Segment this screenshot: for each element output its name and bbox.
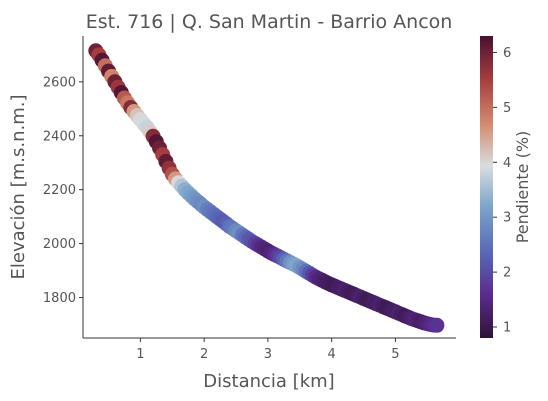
y-ticks: 1800 2000 2200 2400 2600 — [43, 75, 83, 306]
colorbar-tick-label: 6 — [503, 46, 511, 61]
y-axis-label: Elevación [m.s.n.m.] — [8, 95, 29, 280]
data-point — [429, 317, 445, 333]
colorbar-tick-label: 1 — [503, 321, 511, 336]
x-tick-label: 2 — [200, 347, 208, 362]
colorbar-tick-label: 2 — [503, 266, 511, 281]
scatter-points — [88, 43, 445, 333]
x-tick-label: 3 — [264, 347, 272, 362]
y-tick-label: 2000 — [43, 237, 76, 252]
x-tick-label: 4 — [328, 347, 336, 362]
colorbar-label: Pendiente (%) — [513, 131, 532, 244]
x-tick-label: 1 — [136, 347, 144, 362]
colorbar-tick-label: 5 — [503, 101, 511, 116]
colorbar — [480, 36, 493, 338]
chart-title: Est. 716 | Q. San Martin - Barrio Ancon — [86, 11, 453, 33]
y-tick-label: 2400 — [43, 129, 76, 144]
x-tick-label: 5 — [391, 347, 399, 362]
colorbar-ticks: 1 2 3 4 5 6 — [493, 46, 511, 336]
y-tick-label: 2600 — [43, 75, 76, 90]
colorbar-tick-label: 4 — [503, 156, 511, 171]
x-axis-label: Distancia [km] — [203, 371, 334, 392]
colorbar-tick-label: 3 — [503, 211, 511, 226]
y-tick-label: 1800 — [43, 291, 76, 306]
y-tick-label: 2200 — [43, 183, 76, 198]
x-ticks: 1 2 3 4 5 — [136, 338, 400, 362]
